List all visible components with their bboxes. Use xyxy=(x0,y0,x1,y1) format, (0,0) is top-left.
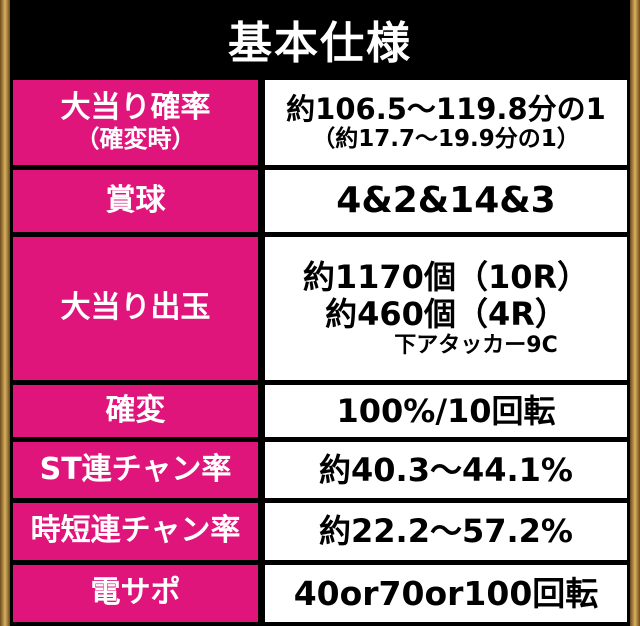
label-line: 賞球 xyxy=(105,182,166,218)
row-label: 大当り確率 （確変時） xyxy=(13,80,258,165)
value-line: 約1170個（10R） xyxy=(302,258,590,297)
row-label: 大当り出玉 xyxy=(13,237,258,380)
row-value: 約1170個（10R） 約460個（4R） 下アタッカー9C xyxy=(265,237,627,380)
border-right xyxy=(630,0,640,626)
row-value: 約40.3～44.1% xyxy=(265,442,627,498)
label-line: ST連チャン率 xyxy=(39,451,232,487)
label-line: 時短連チャン率 xyxy=(30,513,241,549)
label-line: 確変 xyxy=(105,392,166,428)
value-line: 約106.5～119.8分の1 xyxy=(286,91,606,126)
value-line: 下アタッカー9C xyxy=(394,332,558,358)
value-line: 40or70or100回転 xyxy=(293,573,599,613)
row-label: 時短連チャン率 xyxy=(13,503,258,560)
label-line: 大当り出玉 xyxy=(60,290,211,326)
value-line: （約17.7～19.9分の1） xyxy=(312,125,580,152)
row-label: 賞球 xyxy=(13,170,258,232)
row-label: 電サポ xyxy=(13,565,258,622)
value-line: 4&2&14&3 xyxy=(336,180,556,222)
value-line: 約460個（4R） xyxy=(325,294,567,333)
row-value: 4&2&14&3 xyxy=(265,170,627,232)
row-label: 確変 xyxy=(13,385,258,437)
border-left xyxy=(0,0,10,626)
title: 基本仕様 xyxy=(228,18,412,69)
row-value: 40or70or100回転 xyxy=(265,565,627,622)
row-value: 約22.2～57.2% xyxy=(265,503,627,560)
row-value: 約106.5～119.8分の1 （約17.7～19.9分の1） xyxy=(265,80,627,165)
value-line: 約22.2～57.2% xyxy=(319,512,573,551)
row-value: 100%/10回転 xyxy=(265,385,627,437)
label-line: （確変時） xyxy=(75,124,196,153)
value-line: 100%/10回転 xyxy=(336,391,556,430)
value-line: 約40.3～44.1% xyxy=(319,450,573,489)
label-line: 電サポ xyxy=(90,575,181,611)
label-line: 大当り確率 xyxy=(60,90,211,126)
row-label: ST連チャン率 xyxy=(13,442,258,498)
